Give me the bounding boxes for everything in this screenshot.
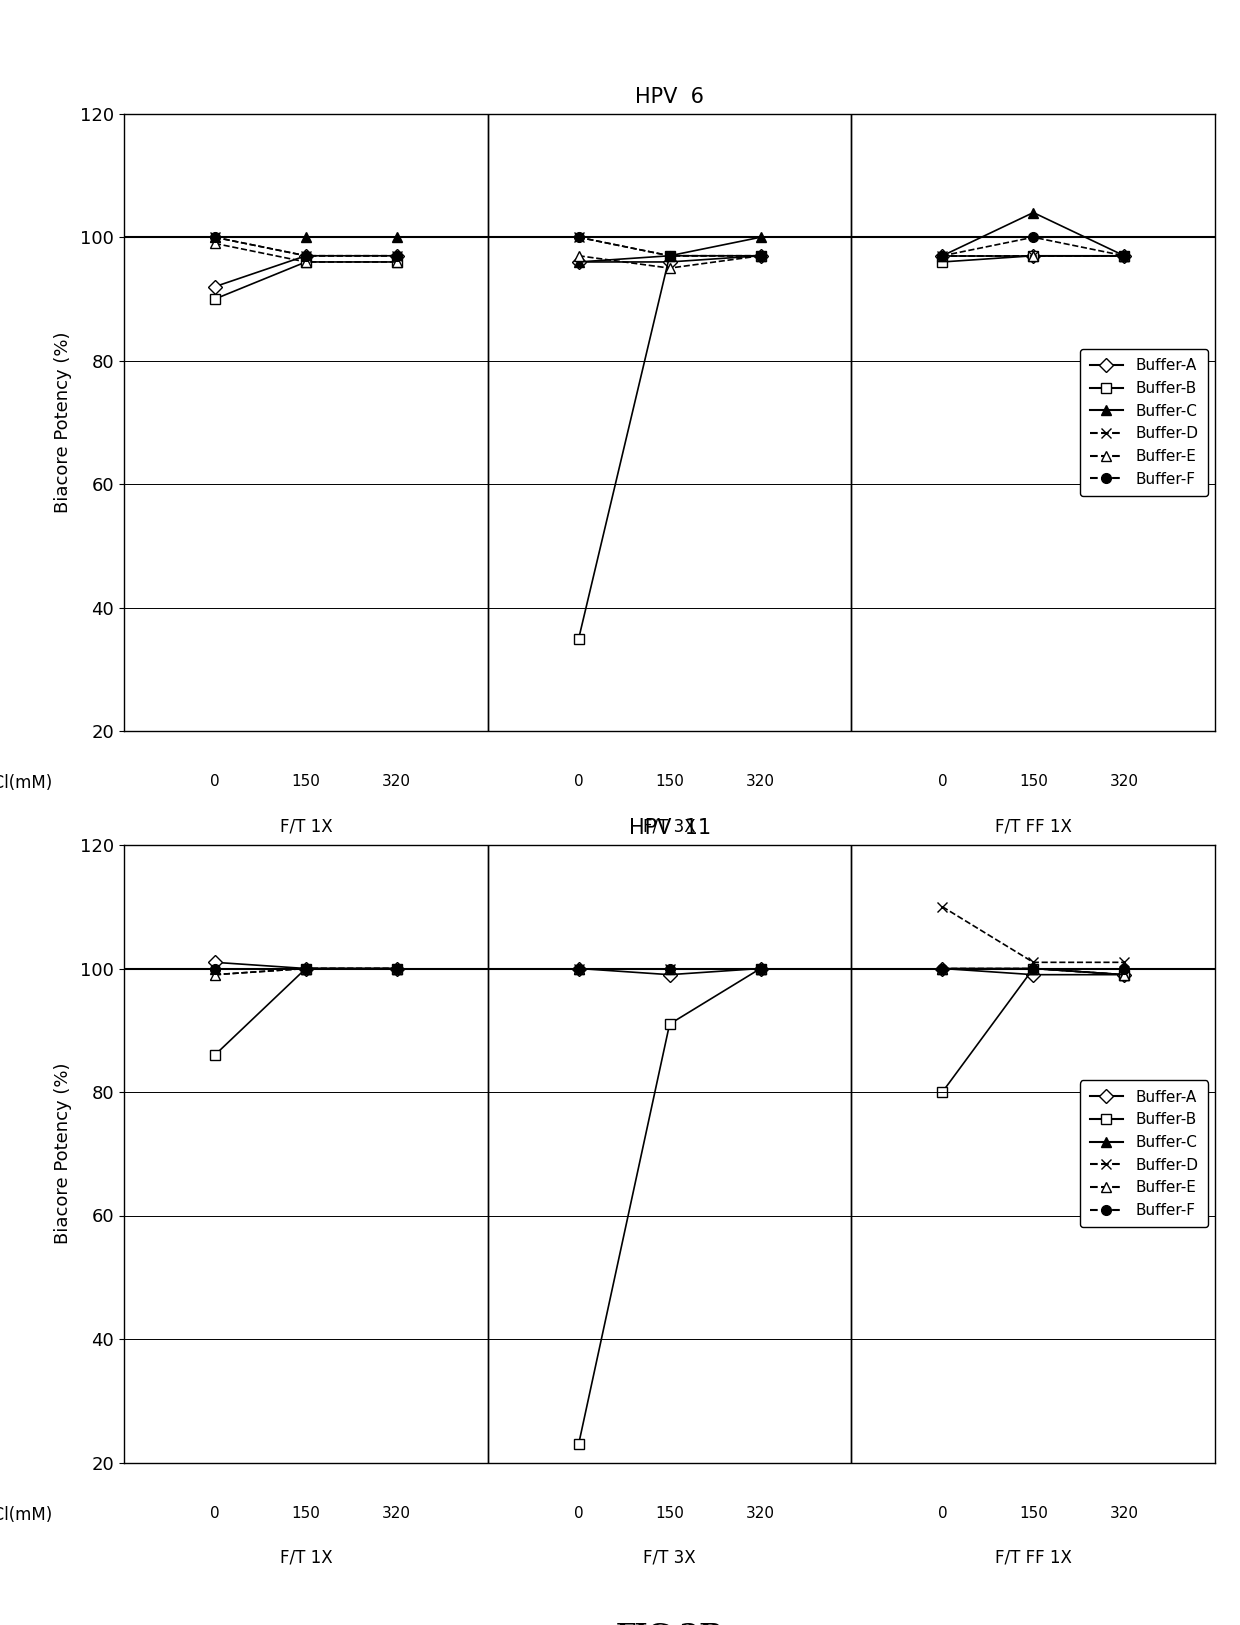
Text: F/T 3X: F/T 3X — [644, 817, 696, 835]
Text: 320: 320 — [1110, 775, 1138, 790]
Line: Buffer-C: Buffer-C — [210, 964, 402, 973]
Buffer-C — [299, 959, 314, 978]
Text: F/T 3X: F/T 3X — [644, 1549, 696, 1566]
Buffer-E — [299, 959, 314, 978]
Text: 150: 150 — [1019, 1506, 1048, 1521]
Buffer-F — [207, 959, 222, 978]
Text: 150: 150 — [291, 775, 320, 790]
Line: Buffer-C: Buffer-C — [210, 232, 402, 242]
Text: 150: 150 — [655, 775, 684, 790]
Text: NaCl(mM): NaCl(mM) — [0, 775, 53, 793]
Text: 0: 0 — [210, 775, 219, 790]
Text: 320: 320 — [382, 775, 412, 790]
Buffer-C — [299, 228, 314, 247]
Y-axis label: Biacore Potency (%): Biacore Potency (%) — [53, 1063, 72, 1245]
Buffer-B — [207, 1045, 222, 1064]
Line: Buffer-B: Buffer-B — [210, 964, 402, 1060]
Buffer-F — [389, 959, 404, 978]
Line: Buffer-E: Buffer-E — [210, 239, 402, 266]
Line: Buffer-D: Buffer-D — [210, 232, 402, 260]
Buffer-D — [299, 245, 314, 265]
Text: 0: 0 — [937, 775, 947, 790]
Buffer-C — [207, 228, 222, 247]
Legend: Buffer-A, Buffer-B, Buffer-C, Buffer-D, Buffer-E, Buffer-F: Buffer-A, Buffer-B, Buffer-C, Buffer-D, … — [1080, 1081, 1208, 1227]
Buffer-F — [299, 245, 314, 265]
Text: F/T 1X: F/T 1X — [279, 817, 332, 835]
Text: F/T FF 1X: F/T FF 1X — [994, 817, 1071, 835]
Legend: Buffer-A, Buffer-B, Buffer-C, Buffer-D, Buffer-E, Buffer-F: Buffer-A, Buffer-B, Buffer-C, Buffer-D, … — [1080, 349, 1208, 496]
Title: HPV  6: HPV 6 — [635, 86, 704, 107]
Line: Buffer-A: Buffer-A — [210, 250, 402, 291]
Buffer-D — [207, 965, 222, 985]
Text: 320: 320 — [1110, 1506, 1138, 1521]
Buffer-A — [389, 959, 404, 978]
Buffer-B — [299, 252, 314, 271]
Line: Buffer-E: Buffer-E — [210, 964, 402, 980]
Text: 0: 0 — [937, 1506, 947, 1521]
Buffer-F — [299, 959, 314, 978]
Line: Buffer-B: Buffer-B — [210, 257, 402, 304]
Text: 0: 0 — [210, 1506, 219, 1521]
Line: Buffer-D: Buffer-D — [210, 964, 402, 980]
Buffer-E — [207, 965, 222, 985]
Buffer-F — [389, 245, 404, 265]
Text: 320: 320 — [746, 1506, 775, 1521]
Text: 320: 320 — [746, 775, 775, 790]
Text: F/T FF 1X: F/T FF 1X — [994, 1549, 1071, 1566]
Text: NaCl(mM): NaCl(mM) — [0, 1506, 53, 1524]
Text: FIG.2B: FIG.2B — [616, 1623, 723, 1625]
Buffer-C — [389, 959, 404, 978]
Text: F/T 1X: F/T 1X — [279, 1549, 332, 1566]
Buffer-E — [389, 959, 404, 978]
Text: 150: 150 — [1019, 775, 1048, 790]
Buffer-A — [389, 245, 404, 265]
Text: FIG.2A: FIG.2A — [616, 892, 723, 918]
Buffer-A — [207, 276, 222, 296]
Title: HPV  11: HPV 11 — [629, 817, 711, 838]
Buffer-E — [207, 234, 222, 254]
Buffer-E — [299, 252, 314, 271]
Text: 150: 150 — [291, 1506, 320, 1521]
Buffer-D — [207, 228, 222, 247]
Buffer-C — [389, 228, 404, 247]
Text: 0: 0 — [574, 1506, 584, 1521]
Buffer-B — [207, 289, 222, 309]
Text: 150: 150 — [655, 1506, 684, 1521]
Buffer-B — [389, 252, 404, 271]
Buffer-B — [299, 959, 314, 978]
Text: 0: 0 — [574, 775, 584, 790]
Buffer-D — [389, 959, 404, 978]
Buffer-A — [299, 245, 314, 265]
Y-axis label: Biacore Potency (%): Biacore Potency (%) — [53, 332, 72, 514]
Line: Buffer-F: Buffer-F — [210, 232, 402, 260]
Buffer-F — [207, 228, 222, 247]
Text: 320: 320 — [382, 1506, 412, 1521]
Buffer-A — [207, 952, 222, 972]
Buffer-B — [389, 959, 404, 978]
Line: Buffer-F: Buffer-F — [210, 964, 402, 973]
Buffer-C — [207, 959, 222, 978]
Buffer-D — [389, 245, 404, 265]
Buffer-D — [299, 959, 314, 978]
Line: Buffer-A: Buffer-A — [210, 957, 402, 973]
Buffer-E — [389, 252, 404, 271]
Buffer-A — [299, 959, 314, 978]
